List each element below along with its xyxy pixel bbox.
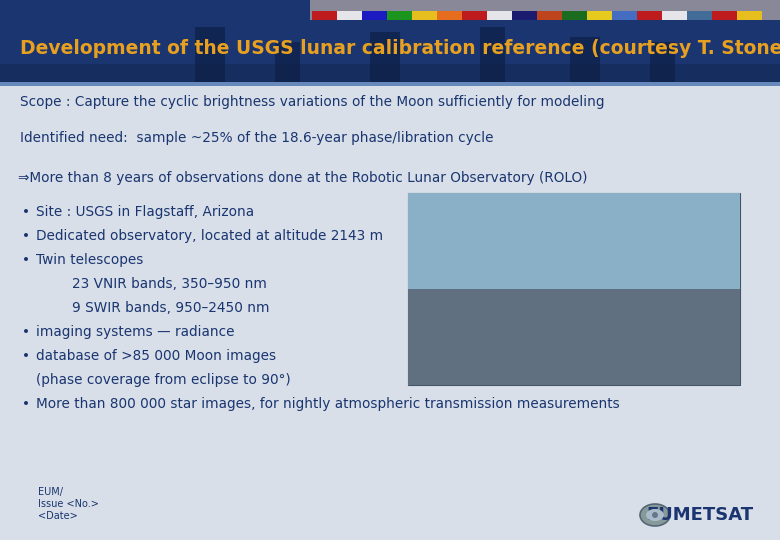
Text: •: •: [22, 205, 30, 219]
Bar: [480, 27, 505, 82]
Text: •: •: [22, 397, 30, 411]
Text: •: •: [22, 325, 30, 339]
Bar: [408, 193, 740, 385]
Circle shape: [652, 512, 658, 518]
Bar: [387, 11, 412, 20]
Bar: [650, 42, 675, 82]
Bar: [662, 11, 687, 20]
Text: ⇒More than 8 years of observations done at the Robotic Lunar Observatory (ROLO): ⇒More than 8 years of observations done …: [18, 171, 587, 185]
Bar: [512, 11, 537, 20]
Bar: [462, 11, 487, 20]
Bar: [0, 0, 780, 82]
Text: Site : USGS in Flagstaff, Arizona: Site : USGS in Flagstaff, Arizona: [36, 205, 254, 219]
Text: More than 800 000 star images, for nightly atmospheric transmission measurements: More than 800 000 star images, for night…: [36, 397, 620, 411]
Bar: [412, 11, 437, 20]
Bar: [737, 11, 762, 20]
Text: EUM/: EUM/: [38, 487, 63, 497]
Bar: [537, 11, 562, 20]
Text: Twin telescopes: Twin telescopes: [36, 253, 144, 267]
Bar: [437, 11, 462, 20]
Bar: [612, 11, 637, 20]
Bar: [0, 82, 780, 86]
Bar: [362, 11, 387, 20]
Text: <Date>: <Date>: [38, 511, 78, 521]
Bar: [310, 0, 780, 20]
Bar: [487, 11, 512, 20]
Bar: [687, 11, 712, 20]
Text: 9 SWIR bands, 950–2450 nm: 9 SWIR bands, 950–2450 nm: [72, 301, 270, 315]
Text: Issue <No.>: Issue <No.>: [38, 499, 99, 509]
Text: 23 VNIR bands, 350–950 nm: 23 VNIR bands, 350–950 nm: [72, 277, 267, 291]
Bar: [712, 11, 737, 20]
Ellipse shape: [646, 509, 664, 521]
Bar: [275, 42, 300, 82]
Text: •: •: [22, 229, 30, 243]
Ellipse shape: [640, 504, 670, 526]
Bar: [408, 193, 740, 289]
Bar: [370, 32, 400, 82]
Bar: [637, 11, 662, 20]
Text: Scope : Capture the cyclic brightness variations of the Moon sufficiently for mo: Scope : Capture the cyclic brightness va…: [20, 95, 604, 109]
Bar: [0, 64, 780, 82]
Text: •: •: [22, 349, 30, 363]
Text: imaging systems — radiance: imaging systems — radiance: [36, 325, 235, 339]
Text: EUMETSAT: EUMETSAT: [647, 506, 753, 524]
Text: Development of the USGS lunar calibration reference (courtesy T. Stone): Development of the USGS lunar calibratio…: [20, 38, 780, 57]
Text: (phase coverage from eclipse to 90°): (phase coverage from eclipse to 90°): [36, 373, 291, 387]
Bar: [337, 11, 362, 20]
Bar: [312, 11, 337, 20]
Bar: [587, 11, 612, 20]
Bar: [570, 37, 600, 82]
Text: database of >85 000 Moon images: database of >85 000 Moon images: [36, 349, 276, 363]
Bar: [562, 11, 587, 20]
Text: •: •: [22, 253, 30, 267]
Bar: [195, 27, 225, 82]
Text: Dedicated observatory, located at altitude 2143 m: Dedicated observatory, located at altitu…: [36, 229, 383, 243]
Bar: [408, 289, 740, 385]
Text: Identified need:  sample ~25% of the 18.6-year phase/libration cycle: Identified need: sample ~25% of the 18.6…: [20, 131, 494, 145]
